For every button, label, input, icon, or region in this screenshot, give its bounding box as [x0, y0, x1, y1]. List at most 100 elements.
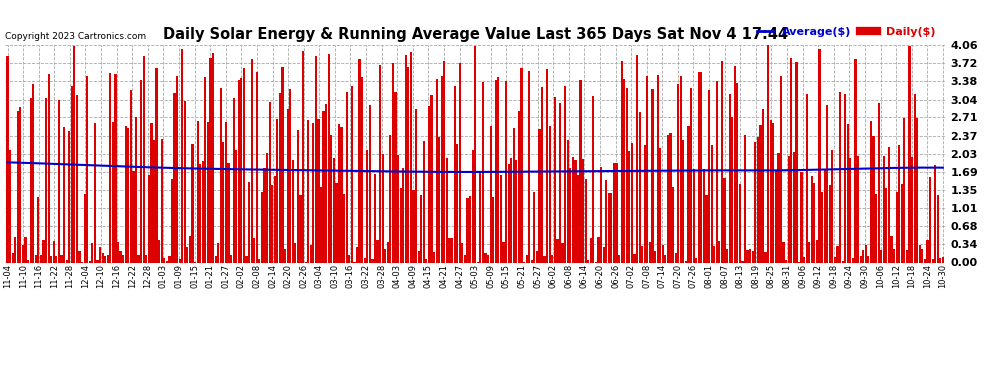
- Bar: [616, 163, 618, 262]
- Bar: [350, 86, 353, 262]
- Bar: [737, 83, 739, 262]
- Bar: [155, 68, 157, 262]
- Bar: [199, 164, 201, 262]
- Bar: [613, 163, 615, 262]
- Bar: [788, 156, 790, 262]
- Bar: [922, 249, 924, 262]
- Bar: [238, 80, 240, 262]
- Bar: [104, 256, 106, 262]
- Bar: [130, 90, 132, 262]
- Title: Daily Solar Energy & Running Average Value Last 365 Days Sat Nov 4 17:44: Daily Solar Energy & Running Average Val…: [162, 27, 788, 42]
- Bar: [651, 89, 653, 262]
- Bar: [325, 104, 328, 262]
- Bar: [708, 90, 710, 262]
- Bar: [877, 103, 880, 262]
- Bar: [60, 255, 62, 262]
- Bar: [816, 240, 818, 262]
- Bar: [762, 109, 764, 262]
- Bar: [510, 158, 512, 262]
- Bar: [582, 159, 584, 262]
- Bar: [767, 45, 769, 262]
- Bar: [687, 126, 690, 262]
- Bar: [68, 131, 70, 262]
- Bar: [497, 76, 499, 262]
- Bar: [548, 126, 550, 262]
- Bar: [808, 242, 811, 262]
- Bar: [569, 168, 571, 262]
- Bar: [215, 256, 217, 262]
- Bar: [890, 236, 893, 262]
- Bar: [112, 122, 114, 262]
- Bar: [764, 252, 766, 262]
- Bar: [236, 150, 238, 262]
- Bar: [171, 179, 173, 262]
- Bar: [52, 241, 54, 262]
- Bar: [333, 158, 335, 262]
- Bar: [181, 49, 183, 262]
- Bar: [400, 188, 402, 262]
- Bar: [307, 120, 309, 262]
- Bar: [19, 107, 22, 262]
- Bar: [674, 253, 677, 262]
- Bar: [466, 198, 468, 262]
- Bar: [564, 86, 566, 262]
- Bar: [896, 192, 898, 262]
- Bar: [553, 97, 556, 262]
- Bar: [556, 239, 558, 262]
- Bar: [849, 158, 851, 262]
- Bar: [782, 242, 785, 262]
- Bar: [846, 124, 848, 262]
- Bar: [146, 255, 148, 262]
- Bar: [859, 256, 861, 262]
- Bar: [115, 74, 117, 262]
- Bar: [102, 253, 104, 262]
- Bar: [941, 256, 944, 262]
- Bar: [392, 63, 394, 262]
- Bar: [361, 77, 363, 262]
- Bar: [505, 81, 507, 262]
- Bar: [531, 260, 533, 262]
- Bar: [837, 246, 839, 262]
- Bar: [629, 151, 631, 262]
- Bar: [405, 56, 407, 262]
- Bar: [273, 176, 276, 262]
- Bar: [544, 256, 545, 262]
- Bar: [888, 147, 890, 262]
- Bar: [795, 62, 798, 262]
- Bar: [99, 247, 101, 262]
- Bar: [597, 237, 600, 262]
- Bar: [461, 243, 463, 262]
- Bar: [724, 177, 726, 262]
- Bar: [806, 94, 808, 262]
- Bar: [202, 160, 204, 262]
- Bar: [220, 88, 222, 262]
- Bar: [526, 255, 528, 262]
- Bar: [25, 237, 27, 262]
- Bar: [439, 137, 441, 262]
- Bar: [122, 255, 125, 262]
- Bar: [536, 251, 538, 262]
- Bar: [659, 148, 661, 262]
- Bar: [210, 58, 212, 262]
- Bar: [310, 245, 312, 262]
- Bar: [474, 46, 476, 262]
- Bar: [355, 247, 358, 262]
- Bar: [521, 69, 523, 262]
- Bar: [621, 62, 623, 262]
- Bar: [492, 196, 494, 262]
- Bar: [780, 76, 782, 262]
- Bar: [292, 159, 294, 262]
- Bar: [857, 156, 859, 262]
- Bar: [484, 254, 486, 262]
- Bar: [646, 76, 648, 262]
- Bar: [940, 258, 941, 262]
- Bar: [739, 184, 741, 262]
- Bar: [381, 154, 384, 262]
- Bar: [458, 63, 461, 262]
- Bar: [133, 171, 135, 262]
- Bar: [418, 252, 420, 262]
- Bar: [631, 142, 633, 262]
- Bar: [444, 62, 446, 262]
- Bar: [338, 124, 341, 262]
- Bar: [94, 123, 96, 262]
